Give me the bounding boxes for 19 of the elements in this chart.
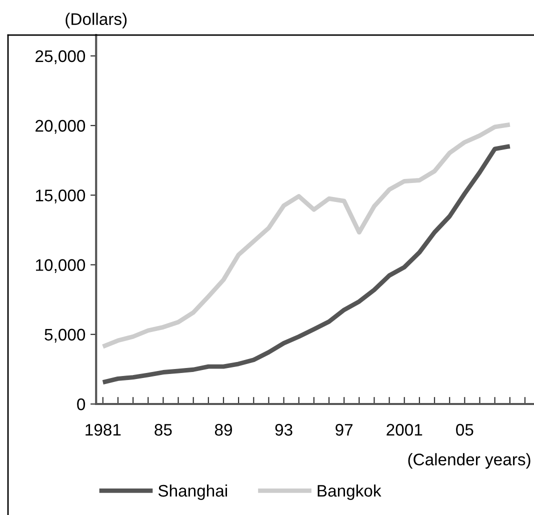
- y-tick-label: 10,000: [36, 259, 86, 273]
- y-axis-title: (Dollars): [66, 12, 127, 28]
- x-tick-label: 1981: [86, 424, 121, 436]
- x-tick-label: 2001: [386, 424, 422, 436]
- line-series: [100, 144, 512, 385]
- y-tick-label: 25,000: [36, 50, 86, 64]
- y-tick-label: 0: [77, 398, 86, 410]
- x-tick-label: 93: [275, 424, 292, 436]
- x-axis-title: (Calender years): [408, 453, 530, 469]
- x-tick-label: 89: [214, 424, 232, 436]
- y-tick-label: 15,000: [36, 190, 86, 204]
- x-tick-label: 05: [456, 424, 474, 436]
- x-tick-label: 85: [154, 424, 172, 436]
- y-tick-label: 5,000: [44, 328, 86, 343]
- legend-label: Bangkok: [318, 484, 382, 500]
- line-series: [100, 122, 512, 349]
- y-tick-label: 20,000: [36, 120, 86, 134]
- x-tick-label: 97: [336, 424, 353, 436]
- legend-label: Shanghai: [158, 484, 227, 500]
